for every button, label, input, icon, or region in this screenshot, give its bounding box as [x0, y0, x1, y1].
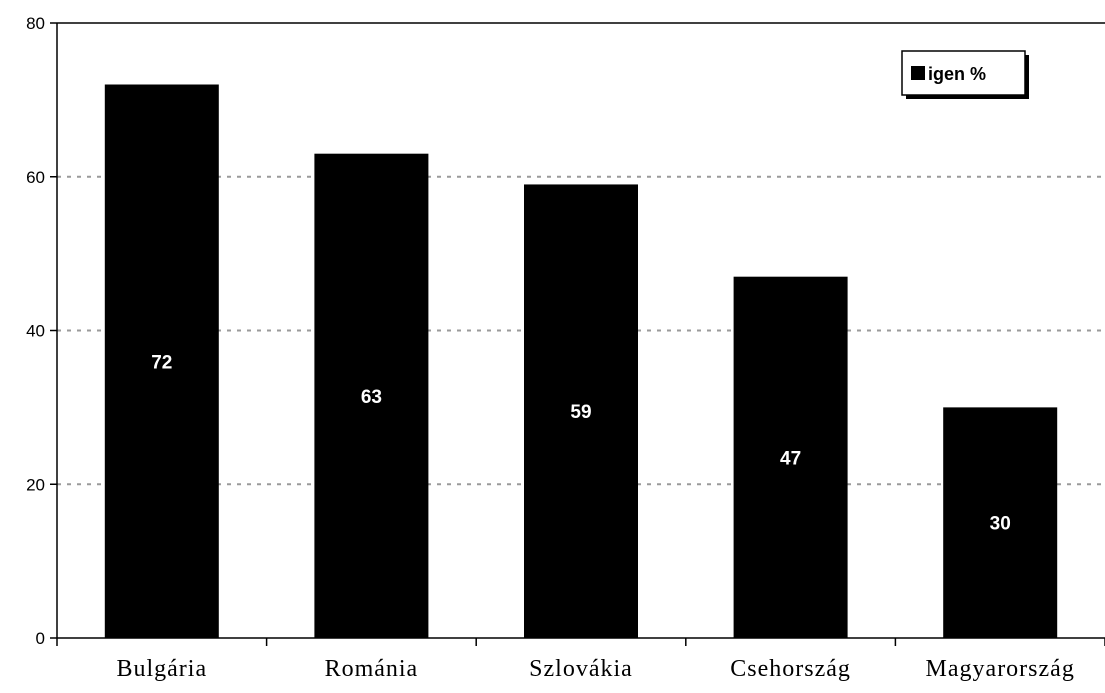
y-tick-label: 40 [26, 322, 45, 341]
y-tick-label: 80 [26, 14, 45, 33]
bar [524, 184, 638, 638]
y-axis: 0 20 40 60 80 [26, 14, 58, 648]
x-tick-label: Csehország [730, 656, 851, 682]
legend-entry-label: igen % [928, 64, 986, 84]
x-tick-label: Magyarország [926, 656, 1075, 682]
y-tick-label: 0 [36, 629, 45, 648]
data-label: 30 [990, 514, 1011, 535]
legend: igen % [901, 50, 1029, 99]
data-label: 72 [151, 352, 172, 373]
data-label: 63 [361, 387, 382, 408]
x-axis: Bulgária Románia Szlovákia Csehország Magyar… [56, 637, 1105, 682]
bars [104, 84, 1058, 638]
bar [943, 407, 1058, 638]
data-labels: 72 63 59 47 30 [151, 352, 1011, 534]
x-tick-label: Románia [325, 656, 419, 682]
data-label: 47 [780, 448, 801, 469]
x-tick-label: Bulgária [116, 656, 207, 682]
x-tick-label: Szlovákia [529, 656, 633, 682]
legend-swatch [911, 66, 925, 80]
bar [733, 276, 848, 638]
bar [314, 153, 429, 638]
y-tick-label: 20 [26, 475, 45, 494]
data-label: 59 [570, 402, 591, 423]
y-tick-label: 60 [26, 168, 45, 187]
bar [104, 84, 219, 638]
